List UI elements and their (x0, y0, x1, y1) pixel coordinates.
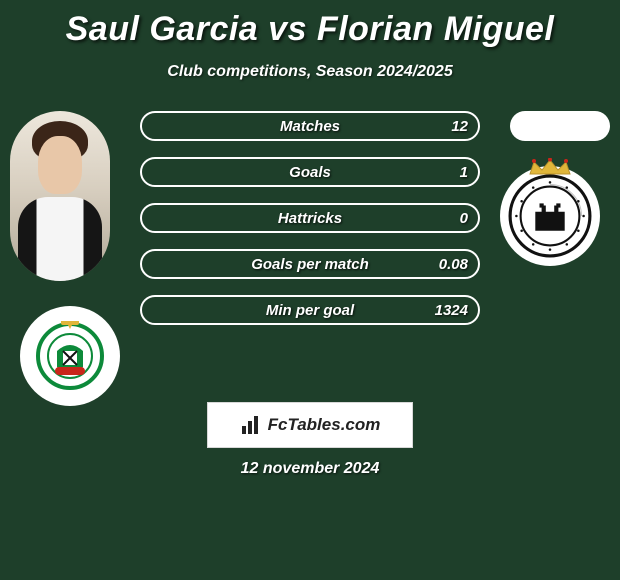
date-text: 12 november 2024 (0, 460, 620, 478)
stat-label: Matches (280, 118, 340, 135)
racing-crest-icon (35, 321, 105, 391)
stat-row: Goals per match 0.08 (140, 249, 480, 279)
page-title: Saul Garcia vs Florian Miguel (0, 0, 620, 49)
stat-right-value: 0 (460, 210, 468, 227)
club-left-badge (20, 306, 120, 406)
stat-row: Min per goal 1324 (140, 295, 480, 325)
stat-row: Matches 12 (140, 111, 480, 141)
stat-right-value: 1 (460, 164, 468, 181)
stat-row: Goals 1 (140, 157, 480, 187)
stats-table: Matches 12 Goals 1 Hattricks 0 Goals per… (140, 111, 480, 341)
stat-label: Min per goal (266, 302, 354, 319)
comparison-area: Matches 12 Goals 1 Hattricks 0 Goals per… (0, 111, 620, 421)
player-left-avatar (10, 111, 110, 281)
brand-badge[interactable]: FcTables.com (207, 402, 413, 448)
stat-row: Hattricks 0 (140, 203, 480, 233)
stat-label: Hattricks (278, 210, 342, 227)
stat-label: Goals per match (251, 256, 369, 273)
crown-icon (528, 158, 572, 176)
stat-right-value: 1324 (435, 302, 468, 319)
player-right-avatar (510, 111, 610, 141)
stat-label: Goals (289, 164, 331, 181)
stat-right-value: 12 (451, 118, 468, 135)
page-subtitle: Club competitions, Season 2024/2025 (0, 63, 620, 81)
club-right-badge (500, 166, 600, 266)
brand-text: FcTables.com (268, 415, 381, 435)
burgos-crest-icon (508, 174, 592, 258)
bars-icon (240, 414, 262, 436)
stat-right-value: 0.08 (439, 256, 468, 273)
